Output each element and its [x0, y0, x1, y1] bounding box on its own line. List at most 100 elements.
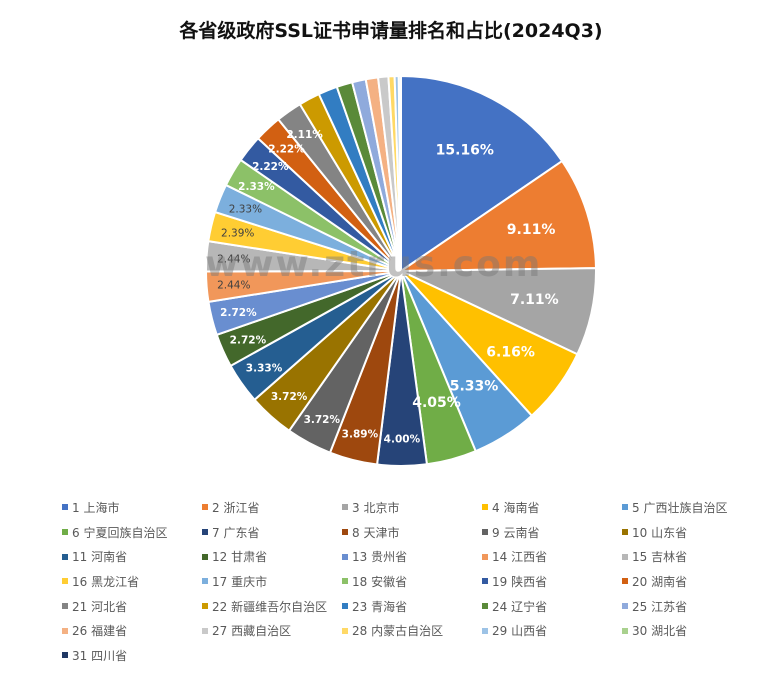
legend-item: 23 青海省 — [342, 598, 482, 615]
legend-item: 4 海南省 — [482, 499, 622, 516]
data-label: 15.16% — [436, 142, 494, 158]
data-label: 3.33% — [246, 363, 283, 375]
legend-item: 24 辽宁省 — [482, 598, 622, 615]
legend-swatch-icon — [482, 553, 488, 560]
data-label: 2.72% — [220, 307, 257, 319]
legend-row: 11 河南省 12 甘肃省 13 贵州省 14 江西省 15 吉林省 — [62, 544, 762, 569]
legend-item: 13 贵州省 — [342, 548, 482, 565]
legend-swatch-icon — [342, 627, 348, 634]
legend-label: 15 吉林省 — [632, 550, 688, 565]
data-label: 6.16% — [486, 344, 535, 360]
legend-swatch-icon — [202, 603, 208, 610]
legend-label: 12 甘肃省 — [212, 550, 268, 565]
legend-row: 26 福建省 27 西藏自治区 28 内蒙古自治区 29 山西省 30 湖北省 — [62, 618, 762, 643]
legend-label: 26 福建省 — [72, 624, 128, 639]
chart-title: 各省级政府SSL证书申请量排名和占比(2024Q3) — [179, 20, 603, 42]
legend-label: 4 海南省 — [492, 500, 540, 515]
legend-label: 11 河南省 — [72, 550, 128, 565]
data-label: 2.22% — [252, 161, 289, 173]
data-label: 2.33% — [238, 181, 275, 193]
data-label: 2.11% — [286, 129, 323, 141]
pie-slice — [397, 159, 597, 273]
legend-swatch-icon — [202, 529, 208, 536]
legend-label: 21 河北省 — [72, 599, 128, 614]
pie-slice — [400, 74, 564, 273]
pie-chart: 15.16% 9.11% 7.11% 6.16% 5.33%4.05% 4.00% 3.89… — [204, 74, 597, 467]
legend-item: 16 黑龙江省 — [62, 573, 202, 590]
legend-swatch-icon — [622, 504, 628, 511]
legend-label: 25 江苏省 — [632, 599, 688, 614]
legend-swatch-icon — [62, 553, 68, 560]
data-label: 3.72% — [304, 414, 341, 426]
legend-item: 28 内蒙古自治区 — [342, 622, 482, 639]
legend-label: 14 江西省 — [492, 550, 548, 565]
legend-swatch-icon — [622, 529, 628, 536]
legend-row: 1 上海市 2 浙江省 3 北京市 4 海南省 5 广西壮族自治区 — [62, 495, 762, 520]
legend-item: 8 天津市 — [342, 524, 482, 541]
legend-item: 7 广东省 — [202, 524, 342, 541]
data-label: 7.11% — [510, 292, 559, 308]
legend-swatch-icon — [482, 578, 488, 585]
legend-item: 2 浙江省 — [202, 499, 342, 516]
data-label: 2.44% — [217, 253, 250, 265]
legend-label: 20 湖南省 — [632, 574, 688, 589]
legend-item: 15 吉林省 — [622, 548, 762, 565]
legend-label: 2 浙江省 — [212, 500, 260, 515]
legend-item: 3 北京市 — [342, 499, 482, 516]
legend-item: 26 福建省 — [62, 622, 202, 639]
legend-label: 3 北京市 — [352, 500, 400, 515]
chart-legend: 1 上海市 2 浙江省 3 北京市 4 海南省 5 广西壮族自治区 6 宁夏回族自治区 7 … — [62, 495, 762, 668]
legend-swatch-icon — [482, 627, 488, 634]
legend-swatch-icon — [482, 529, 488, 536]
legend-swatch-icon — [202, 627, 208, 634]
legend-swatch-icon — [342, 603, 348, 610]
legend-label: 7 广东省 — [212, 525, 260, 540]
data-label: 2.22% — [268, 144, 305, 156]
legend-swatch-icon — [622, 553, 628, 560]
legend-swatch-icon — [202, 578, 208, 585]
legend-label: 13 贵州省 — [352, 550, 408, 565]
legend-label: 10 山东省 — [632, 525, 688, 540]
legend-item: 19 陕西省 — [482, 573, 622, 590]
legend-label: 27 西藏自治区 — [212, 624, 292, 639]
legend-label: 16 黑龙江省 — [72, 574, 140, 589]
legend-item: 25 江苏省 — [622, 598, 762, 615]
legend-swatch-icon — [342, 553, 348, 560]
legend-label: 28 内蒙古自治区 — [352, 624, 444, 639]
data-label: 2.39% — [221, 228, 254, 240]
legend-label: 17 重庆市 — [212, 574, 268, 589]
legend-item: 29 山西省 — [482, 622, 622, 639]
legend-swatch-icon — [62, 504, 68, 511]
data-label: 5.33% — [450, 378, 499, 394]
legend-item: 12 甘肃省 — [202, 548, 342, 565]
legend-label: 18 安徽省 — [352, 574, 408, 589]
legend-item: 11 河南省 — [62, 548, 202, 565]
legend-label: 30 湖北省 — [632, 624, 688, 639]
legend-label: 19 陕西省 — [492, 574, 548, 589]
legend-label: 24 辽宁省 — [492, 599, 548, 614]
data-label: 2.44% — [217, 280, 250, 292]
legend-label: 5 广西壮族自治区 — [632, 500, 728, 515]
legend-label: 22 新疆维吾尔自治区 — [212, 599, 328, 614]
legend-swatch-icon — [202, 553, 208, 560]
legend-swatch-icon — [62, 529, 68, 536]
legend-swatch-icon — [342, 529, 348, 536]
legend-item: 21 河北省 — [62, 598, 202, 615]
pie-data-labels: 15.16% 9.11% 7.11% 6.16% 5.33%4.05% 4.00% 3.89… — [217, 129, 559, 446]
legend-row: 6 宁夏回族自治区 7 广东省 8 天津市 9 云南省 10 山东省 — [62, 520, 762, 545]
legend-swatch-icon — [622, 627, 628, 634]
legend-item: 27 西藏自治区 — [202, 622, 342, 639]
legend-item: 5 广西壮族自治区 — [622, 499, 762, 516]
legend-row: 21 河北省 22 新疆维吾尔自治区 23 青海省 24 辽宁省 25 江苏省 — [62, 594, 762, 619]
legend-row: 31 四川省 — [62, 643, 762, 668]
legend-swatch-icon — [622, 578, 628, 585]
legend-swatch-icon — [62, 652, 68, 659]
legend-item: 18 安徽省 — [342, 573, 482, 590]
legend-item: 10 山东省 — [622, 524, 762, 541]
legend-label: 31 四川省 — [72, 648, 128, 663]
legend-label: 8 天津市 — [352, 525, 400, 540]
legend-item: 1 上海市 — [62, 499, 202, 516]
legend-swatch-icon — [622, 603, 628, 610]
data-label: 4.05% — [412, 395, 461, 411]
legend-item: 20 湖南省 — [622, 573, 762, 590]
